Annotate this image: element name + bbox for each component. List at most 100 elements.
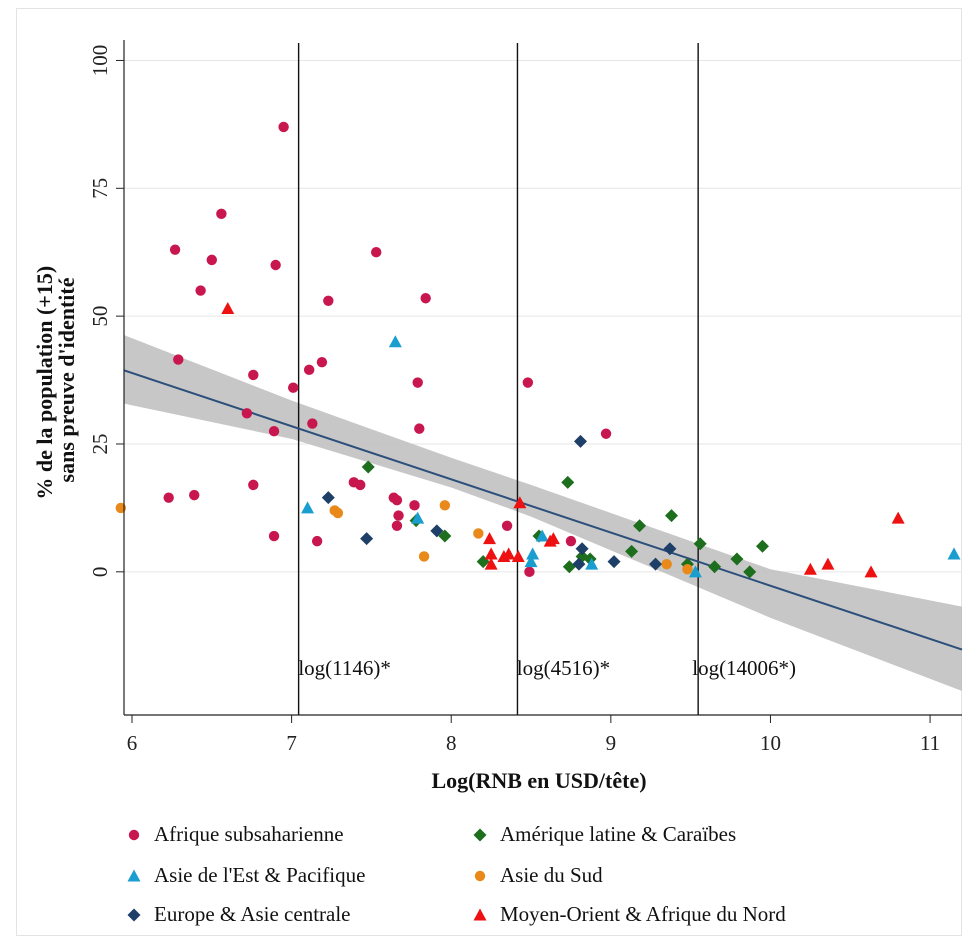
- y-axis-title: % de la population (+15) sans preuve d'i…: [32, 260, 79, 499]
- legend-marker: [127, 869, 141, 882]
- data-point: [409, 500, 420, 511]
- data-point: [195, 285, 206, 296]
- data-point: [221, 301, 235, 314]
- threshold-labels: log(1146)* log(4516)* log(14006*): [298, 656, 796, 680]
- data-point: [248, 479, 259, 491]
- data-point: [755, 539, 769, 553]
- data-point: [484, 557, 498, 570]
- threshold-label-2: log(14006*): [692, 656, 796, 680]
- legend-label: Amérique latine & Caraïbes: [500, 822, 736, 846]
- data-point: [625, 544, 639, 558]
- x-tick-label: 9: [606, 731, 617, 755]
- data-point: [316, 356, 328, 368]
- data-point: [511, 549, 525, 563]
- data-point: [360, 532, 374, 546]
- gridlines: [124, 59, 962, 573]
- data-point: [321, 491, 335, 505]
- data-point: [370, 247, 382, 258]
- threshold-label-1: log(4516)*: [517, 656, 610, 680]
- legend-marker: [128, 829, 140, 841]
- legend-marker: [474, 870, 486, 882]
- data-point: [864, 565, 878, 578]
- data-point: [743, 565, 757, 579]
- data-point: [526, 547, 540, 560]
- data-point: [682, 564, 693, 575]
- x-axis-title: Log(RNB en USD/tête): [431, 768, 646, 793]
- data-point: [332, 507, 344, 519]
- legend-label: Asie du Sud: [500, 863, 603, 887]
- x-tick-label: 8: [446, 731, 457, 755]
- y-tick-label: 0: [88, 567, 112, 578]
- data-point: [189, 489, 200, 501]
- legend-marker: [473, 908, 487, 921]
- data-point: [546, 532, 560, 545]
- data-point: [287, 382, 299, 393]
- y-tick-label: 25: [88, 433, 112, 454]
- data-point: [361, 460, 375, 474]
- data-point: [169, 244, 181, 255]
- data-points: [115, 121, 961, 579]
- data-point: [664, 509, 678, 523]
- data-point: [307, 418, 318, 429]
- data-point: [412, 377, 423, 388]
- legend-label: Moyen-Orient & Afrique du Nord: [500, 902, 786, 926]
- data-point: [565, 535, 577, 547]
- data-point: [607, 555, 621, 569]
- data-point: [535, 529, 549, 542]
- data-point: [411, 511, 425, 524]
- data-point: [947, 547, 961, 560]
- axes: 6 7 8 9 10 11 0 25 50 75 100: [88, 40, 962, 755]
- data-point: [311, 535, 323, 547]
- confidence-band: [124, 335, 962, 691]
- data-point: [393, 510, 404, 521]
- data-point: [268, 530, 280, 542]
- data-point: [600, 428, 612, 439]
- regression-line: [123, 369, 963, 651]
- x-tick-label: 11: [920, 731, 940, 755]
- y-tick-label: 100: [88, 45, 112, 77]
- legend-marker: [127, 908, 141, 922]
- data-point: [206, 254, 217, 266]
- data-point: [391, 520, 403, 531]
- legend-marker: [473, 828, 487, 842]
- data-point: [708, 560, 722, 574]
- data-point: [522, 377, 534, 388]
- legend: Afrique subsaharienne Amérique latine & C…: [127, 822, 786, 926]
- data-point: [633, 519, 647, 533]
- data-point: [391, 495, 403, 506]
- y-tick-label: 75: [88, 178, 112, 199]
- data-point: [649, 557, 663, 571]
- y-axis-title-line-2: sans preuve d'identité: [54, 277, 79, 482]
- data-point: [575, 542, 589, 556]
- y-tick-label: 50: [88, 306, 112, 327]
- data-point: [730, 552, 744, 566]
- data-point: [270, 259, 281, 271]
- data-point: [248, 369, 259, 381]
- data-point: [803, 562, 817, 575]
- data-point: [501, 520, 513, 531]
- data-point: [241, 408, 253, 419]
- data-point: [355, 479, 366, 491]
- legend-label: Asie de l'Est & Pacifique: [154, 863, 365, 887]
- data-point: [483, 532, 497, 545]
- fit-line: [123, 369, 963, 651]
- data-point: [323, 295, 334, 306]
- data-point: [574, 434, 588, 448]
- threshold-label-0: log(1146)*: [298, 656, 391, 680]
- data-point: [414, 423, 425, 434]
- data-point: [418, 551, 430, 562]
- data-point: [585, 557, 599, 570]
- x-tick-label: 10: [760, 731, 781, 755]
- data-point: [524, 555, 538, 568]
- data-point: [891, 511, 905, 524]
- data-point: [439, 500, 451, 511]
- data-point: [502, 547, 516, 560]
- data-point: [438, 529, 452, 543]
- data-point: [513, 496, 527, 509]
- threshold-lines: [297, 43, 699, 715]
- legend-label: Afrique subsaharienne: [154, 822, 344, 846]
- data-point: [821, 557, 835, 570]
- data-point: [562, 560, 576, 574]
- data-point: [173, 354, 184, 365]
